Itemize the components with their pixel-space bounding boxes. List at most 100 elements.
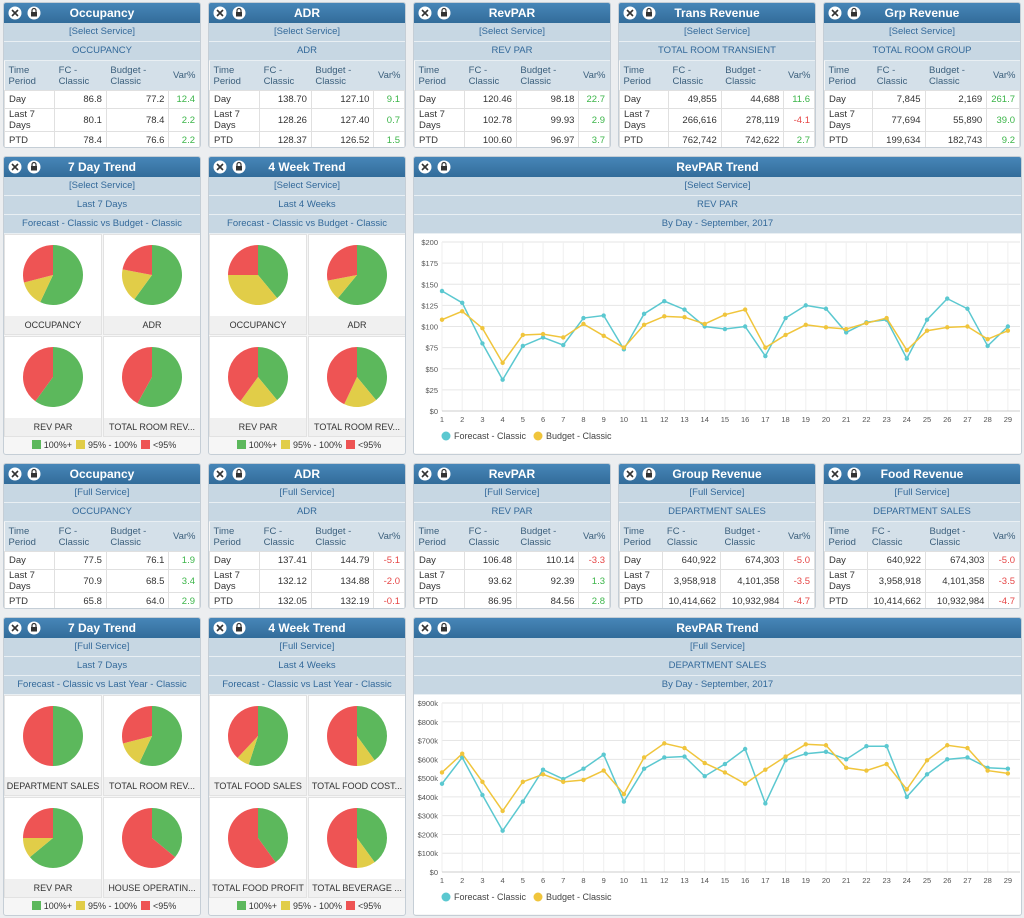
lock-shackle	[31, 622, 37, 627]
data-point	[945, 325, 950, 330]
measure-label: REV PAR	[414, 42, 610, 61]
pie-slice	[23, 275, 53, 303]
x-tick-label: 9	[602, 876, 606, 885]
tools-glyph	[421, 624, 429, 632]
data-point	[581, 777, 586, 783]
data-point	[601, 752, 606, 757]
legend-label[interactable]: Forecast - Classic	[454, 892, 527, 902]
measure-label: TOTAL ROOM GROUP	[824, 42, 1020, 61]
column-header: FC - Classic	[668, 61, 722, 91]
x-tick-label: 13	[680, 415, 688, 424]
pie-slice	[122, 245, 152, 275]
data-point	[803, 322, 808, 328]
pie-slice	[23, 808, 53, 838]
column-header: Time Period	[824, 61, 873, 91]
tools-glyph	[216, 163, 224, 171]
header-icons	[828, 6, 861, 20]
row-label: PTD	[824, 131, 874, 147]
pie-chart	[327, 808, 387, 868]
lock-shackle	[31, 7, 37, 12]
lock-shackle	[441, 622, 447, 627]
column-header: Var%	[578, 61, 610, 91]
service-filter[interactable]: [Select Service]	[414, 177, 1021, 196]
service-filter[interactable]: [Select Service]	[209, 23, 405, 42]
tools-glyph	[216, 624, 224, 632]
legend-label[interactable]: Forecast - Classic	[454, 431, 527, 441]
pie-slice	[137, 347, 182, 407]
pie-slice	[228, 275, 278, 305]
service-filter[interactable]: [Select Service]	[209, 177, 405, 196]
header-row: Time Period FC - Classic Budget - Classic V…	[619, 61, 815, 91]
service-filter[interactable]: [Select Service]	[414, 23, 610, 42]
cell-value: 64.0	[105, 592, 170, 608]
lock-shackle	[646, 7, 652, 12]
cell-value: 1.9	[168, 551, 200, 570]
cell-value: 96.97	[515, 131, 580, 147]
panel-title: RevPAR	[488, 467, 536, 481]
data-row: Last 7 Days 132.12 134.88 -2.0	[209, 569, 405, 593]
column-header: Time Period	[414, 61, 465, 91]
data-point	[601, 333, 606, 338]
pie-cell: DEPARTMENT SALES	[4, 695, 102, 796]
pie-label: ADR	[104, 316, 200, 334]
y-tick-label: $100k	[418, 849, 439, 858]
service-filter[interactable]: [Full Service]	[414, 638, 1021, 657]
data-point	[843, 326, 849, 332]
row-label: Day	[209, 551, 261, 570]
pie-cell: ADR	[103, 234, 200, 335]
panel-title: RevPAR Trend	[676, 621, 759, 635]
data-point	[581, 766, 586, 771]
pie-label: DEPARTMENT SALES	[5, 777, 101, 795]
legend-swatch	[75, 901, 85, 910]
column-header: Budget - Classic	[311, 61, 374, 91]
x-tick-label: 3	[480, 415, 484, 424]
pie-slice	[40, 245, 83, 305]
lock-body	[236, 166, 242, 171]
column-header: Budget - Classic	[925, 522, 989, 552]
data-point	[904, 787, 910, 792]
cell-value: 261.7	[986, 90, 1020, 109]
service-filter[interactable]: [Full Service]	[209, 638, 405, 657]
pie-slice	[357, 808, 387, 863]
cell-value: 137.41	[259, 551, 312, 570]
legend-label[interactable]: Budget - Classic	[546, 892, 612, 902]
x-tick-label: 4	[501, 876, 505, 885]
service-filter[interactable]: [Full Service]	[619, 484, 815, 503]
pie-cell: TOTAL FOOD COST...	[308, 695, 405, 796]
measure-label: TOTAL ROOM TRANSIENT	[619, 42, 815, 61]
service-filter[interactable]: [Full Service]	[824, 484, 1020, 503]
pie-label: TOTAL FOOD COST...	[309, 777, 405, 795]
column-header: Budget - Classic	[720, 522, 784, 552]
service-filter[interactable]: [Full Service]	[414, 484, 610, 503]
data-point	[641, 311, 647, 317]
service-filter[interactable]: [Select Service]	[4, 177, 200, 196]
cell-value: 0.7	[373, 108, 405, 132]
pie-slice	[122, 347, 152, 404]
pie-label: OCCUPANCY	[210, 316, 306, 334]
service-filter[interactable]: [Select Service]	[619, 23, 815, 42]
cell-value: 80.1	[54, 108, 107, 132]
panel: ADR [Select Service] ADR Time Period FC - Cl…	[208, 2, 406, 148]
service-filter[interactable]: [Select Service]	[824, 23, 1020, 42]
pie-slice	[327, 808, 357, 868]
service-filter[interactable]: [Full Service]	[4, 638, 200, 657]
lock-body	[31, 627, 37, 632]
panel: 7 Day Trend [Select Service] Last 7 Days Fo…	[3, 156, 201, 455]
data-point	[904, 356, 910, 361]
cell-value: 110.14	[515, 551, 580, 570]
pie-cell: OCCUPANCY	[209, 234, 307, 335]
pie-slice	[357, 347, 387, 401]
pie-slice	[237, 736, 258, 765]
service-filter[interactable]: [Full Service]	[209, 484, 405, 503]
cell-value: 132.12	[259, 569, 312, 593]
service-filter[interactable]: [Select Service]	[4, 23, 200, 42]
data-point	[1005, 771, 1011, 776]
data-row: Last 7 Days 3,958,918 4,101,358 -3.5	[824, 569, 1020, 593]
pie-slice	[357, 736, 375, 766]
cell-value: 674,303	[924, 551, 990, 570]
data-point	[1005, 324, 1011, 329]
service-filter[interactable]: [Full Service]	[4, 484, 200, 503]
legend-label[interactable]: Budget - Classic	[546, 431, 612, 441]
data-point	[480, 341, 485, 346]
pie-chart	[122, 347, 182, 407]
